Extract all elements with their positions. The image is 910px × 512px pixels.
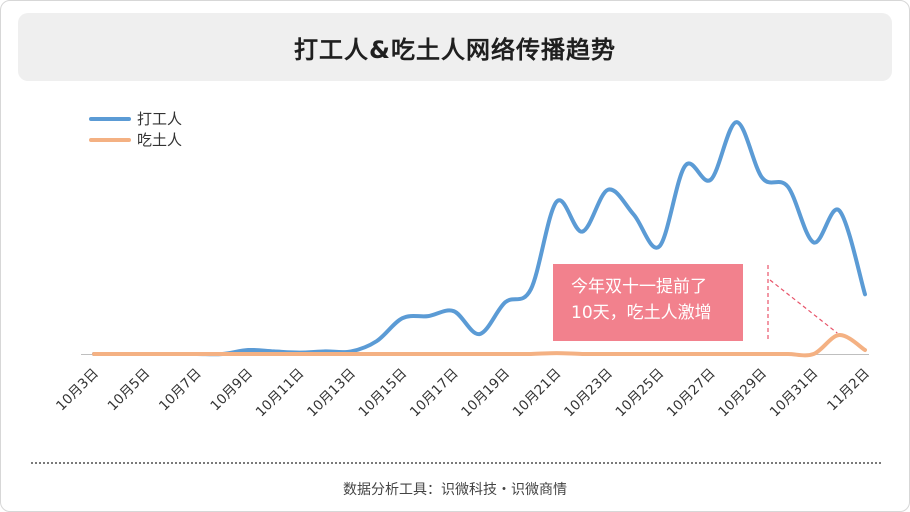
legend-swatch-worker	[89, 116, 131, 121]
x-tick-label: 10月11日	[253, 366, 308, 421]
x-tick-label: 10月25日	[613, 366, 668, 421]
footer-divider	[31, 462, 881, 464]
x-tick-label: 10月13日	[304, 366, 359, 421]
x-tick-label: 10月19日	[458, 366, 513, 421]
x-tick-label: 10月29日	[715, 366, 770, 421]
annotation-line-1: 今年双十一提前了	[571, 277, 707, 297]
legend: 打工人 吃土人	[89, 108, 182, 150]
series-line-dirt	[92, 333, 867, 358]
series-line-worker	[92, 120, 867, 357]
legend-item-dirt: 吃土人	[89, 129, 182, 150]
x-tick-label: 10月23日	[561, 366, 616, 421]
x-tick-label: 10月27日	[664, 366, 719, 421]
legend-label-dirt: 吃土人	[137, 131, 183, 149]
legend-item-worker: 打工人	[89, 108, 182, 129]
footer-source: 数据分析工具：识微科技・识微商情	[343, 482, 567, 498]
x-tick-label: 10月15日	[356, 366, 411, 421]
legend-swatch-dirt	[89, 137, 131, 142]
annotation-line-2: 10天，吃土人激增	[571, 303, 712, 323]
annotation-pointer-line	[769, 279, 838, 334]
chart-title: 打工人&吃土人网络传播趋势	[294, 35, 616, 64]
line-chart: 10月3日 10月5日 10月7日 10月9日10月11日10月13日10月15日10…	[53, 120, 873, 421]
x-tick-label: 10月21日	[510, 366, 565, 421]
x-tick-label: 10月5日	[105, 366, 154, 415]
x-tick-label: 10月7日	[156, 366, 205, 415]
x-tick-label: 10月3日	[53, 366, 102, 415]
x-tick-label: 11月2日	[824, 366, 873, 415]
x-tick-label: 10月31日	[767, 366, 822, 421]
x-tick-label: 10月17日	[407, 366, 462, 421]
title-banner: 打工人&吃土人网络传播趋势	[18, 13, 892, 81]
x-tick-label: 10月9日	[207, 366, 256, 415]
legend-label-worker: 打工人	[137, 110, 183, 128]
annotation-box: 今年双十一提前了 10天，吃土人激增	[553, 264, 743, 341]
